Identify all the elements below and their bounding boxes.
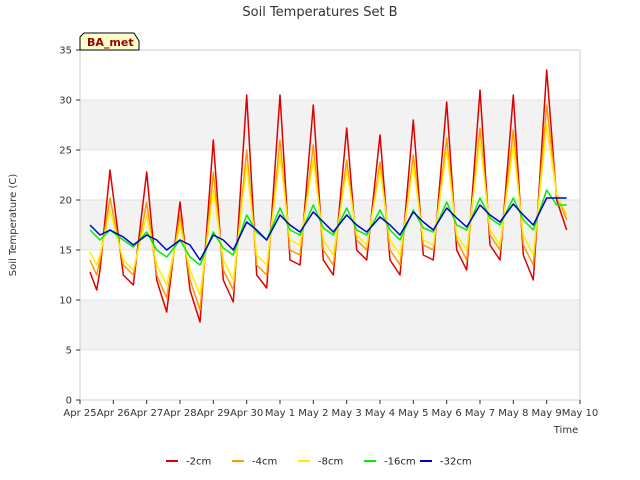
x-tick-label: May 2 bbox=[298, 408, 328, 419]
x-tick-label: May 6 bbox=[432, 408, 462, 419]
x-tick-label: Apr 29 bbox=[197, 408, 230, 419]
x-tick-label: May 3 bbox=[332, 408, 362, 419]
grid-band bbox=[80, 100, 580, 150]
series-line-neg8cm bbox=[89, 124, 568, 296]
series-layer bbox=[89, 69, 568, 323]
station-badge: BA_met bbox=[79, 32, 140, 51]
grid-band bbox=[80, 350, 580, 400]
y-tick-label: 25 bbox=[59, 146, 72, 157]
station-badge-box bbox=[79, 32, 140, 51]
y-tick-label: 35 bbox=[59, 46, 72, 57]
x-tick-label: May 1 bbox=[265, 408, 295, 419]
x-tick-label: Apr 25 bbox=[63, 408, 96, 419]
x-tick-label: Apr 30 bbox=[230, 408, 263, 419]
chart-title: Soil Temperatures Set B bbox=[242, 5, 397, 20]
legend-label: -4cm bbox=[252, 457, 277, 468]
plot-frame bbox=[79, 49, 581, 401]
grid-bands bbox=[80, 49, 580, 401]
x-tick-label: Apr 28 bbox=[163, 408, 196, 419]
series-line-neg16cm bbox=[89, 189, 567, 266]
grid-band bbox=[80, 200, 580, 250]
series-line-neg32cm bbox=[89, 197, 567, 261]
y-tick-label: 5 bbox=[66, 346, 72, 357]
grid-band bbox=[80, 150, 580, 200]
x-axis-ticks: Apr 25 Apr 26 Apr 27 Apr 28 Apr 29 Apr 30 May … bbox=[63, 400, 598, 419]
x-tick-label: Apr 26 bbox=[97, 408, 130, 419]
y-tick-label: 30 bbox=[59, 96, 72, 107]
x-tick-label: May 8 bbox=[498, 408, 528, 419]
legend-label: -16cm bbox=[384, 457, 416, 468]
x-tick-label: May 9 bbox=[532, 408, 562, 419]
y-axis-ticks: 0 5 10 15 20 25 30 35 bbox=[59, 46, 80, 407]
x-tick-label: May 5 bbox=[398, 408, 428, 419]
x-axis-label: Time bbox=[553, 425, 578, 436]
x-tick-label: May 7 bbox=[465, 408, 495, 419]
legend-label: -8cm bbox=[318, 457, 343, 468]
y-tick-label: 15 bbox=[59, 246, 72, 257]
plot-border bbox=[79, 49, 581, 401]
grid-band bbox=[80, 50, 580, 100]
y-axis-label: Soil Temperature (C) bbox=[8, 174, 19, 277]
x-tick-label: May 10 bbox=[562, 408, 599, 419]
legend-label: -2cm bbox=[186, 457, 211, 468]
legend: -2cm -4cm -8cm -16cm -32cm bbox=[166, 457, 472, 468]
x-tick-label: May 4 bbox=[365, 408, 395, 419]
x-tick-label: Apr 27 bbox=[130, 408, 163, 419]
station-badge-label: BA_met bbox=[87, 36, 134, 49]
grid-band bbox=[80, 300, 580, 350]
y-tick-label: 0 bbox=[66, 396, 72, 407]
y-tick-label: 10 bbox=[59, 296, 72, 307]
legend-label: -32cm bbox=[440, 457, 472, 468]
y-tick-label: 20 bbox=[59, 196, 72, 207]
